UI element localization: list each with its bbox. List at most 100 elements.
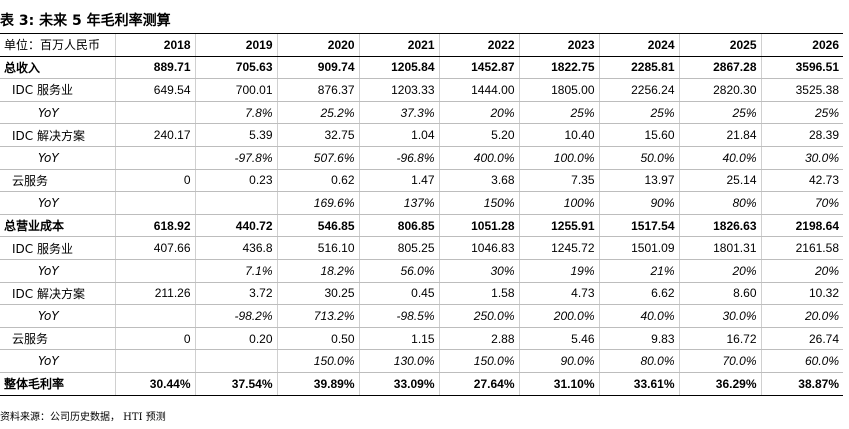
yoy-row: YoY -98.2% 713.2% -98.5% 250.0% 200.0% 40.0% 30… bbox=[0, 304, 843, 328]
gross-margin-table-container: 单位：百万人民币 2018 2019 2020 2021 2022 2023 2… bbox=[0, 33, 849, 396]
table-cell: 70.0% bbox=[678, 349, 761, 373]
table-cell: 5.20 bbox=[438, 123, 519, 147]
table-cell: 0.20 bbox=[194, 327, 277, 351]
table-cell: 150.0% bbox=[438, 349, 519, 373]
table-cell: 876.37 bbox=[276, 78, 359, 102]
table-cell: -96.8% bbox=[358, 146, 439, 170]
table-cell: 0.62 bbox=[276, 169, 359, 193]
table-cell: 3525.38 bbox=[760, 78, 843, 102]
table-cell bbox=[114, 101, 195, 125]
table-cell: 25% bbox=[598, 101, 679, 125]
table-cell: 30% bbox=[438, 259, 519, 283]
row-label: IDC 服务业 bbox=[0, 236, 115, 260]
table-cell: 1826.63 bbox=[678, 214, 761, 238]
table-cell: 805.25 bbox=[358, 236, 439, 260]
table-cell: 1517.54 bbox=[598, 214, 679, 238]
header-row: 单位：百万人民币 2018 2019 2020 2021 2022 2023 2… bbox=[0, 33, 843, 57]
table-cell: 713.2% bbox=[276, 304, 359, 328]
table-cell: 436.8 bbox=[194, 236, 277, 260]
unit-label: 单位：百万人民币 bbox=[0, 33, 115, 57]
table-cell: 2867.28 bbox=[678, 56, 761, 80]
table-cell: 20.0% bbox=[760, 304, 843, 328]
row-label: IDC 解决方案 bbox=[0, 282, 115, 306]
cloud-service-cost-row: 云服务 0 0.20 0.50 1.15 2.88 5.46 9.83 16.72 26.74 bbox=[0, 327, 843, 351]
total-cost-row: 总营业成本 618.92 440.72 546.85 806.85 1051.28 1255… bbox=[0, 214, 843, 238]
table-cell: 7.35 bbox=[518, 169, 599, 193]
table-cell: 39.89% bbox=[276, 372, 359, 396]
gross-margin-table: 单位：百万人民币 2018 2019 2020 2021 2022 2023 2… bbox=[0, 33, 843, 396]
table-cell: 30.0% bbox=[760, 146, 843, 170]
table-cell: 30.0% bbox=[678, 304, 761, 328]
table-cell: 909.74 bbox=[276, 56, 359, 80]
table-cell: 50.0% bbox=[598, 146, 679, 170]
table-cell: 15.60 bbox=[598, 123, 679, 147]
table-cell: 1046.83 bbox=[438, 236, 519, 260]
table-cell: 36.29% bbox=[678, 372, 761, 396]
row-label: 总营业成本 bbox=[0, 214, 115, 238]
row-label: YoY bbox=[0, 101, 115, 125]
table-cell: 1245.72 bbox=[518, 236, 599, 260]
table-cell: 1805.00 bbox=[518, 78, 599, 102]
table-cell: 1.15 bbox=[358, 327, 439, 351]
table-cell: 1255.91 bbox=[518, 214, 599, 238]
table-cell: 20% bbox=[438, 101, 519, 125]
idc-solution-revenue-row: IDC 解决方案 240.17 5.39 32.75 1.04 5.20 10.40 15.6… bbox=[0, 123, 843, 147]
table-cell: 1501.09 bbox=[598, 236, 679, 260]
row-label: 云服务 bbox=[0, 169, 115, 193]
table-cell: 30.44% bbox=[114, 372, 195, 396]
table-cell: 2161.58 bbox=[760, 236, 843, 260]
table-cell bbox=[114, 259, 195, 283]
table-cell: 70% bbox=[760, 191, 843, 215]
table-cell: 3.72 bbox=[194, 282, 277, 306]
table-cell: 40.0% bbox=[598, 304, 679, 328]
table-cell: 28.39 bbox=[760, 123, 843, 147]
table-cell: 1822.75 bbox=[518, 56, 599, 80]
table-cell: 2198.64 bbox=[760, 214, 843, 238]
gross-margin-row: 整体毛利率 30.44% 37.54% 39.89% 33.09% 27.64% 31.10… bbox=[0, 372, 843, 396]
table-cell: 0 bbox=[114, 327, 195, 351]
year-header: 2026 bbox=[760, 33, 843, 57]
table-cell bbox=[114, 304, 195, 328]
row-label: YoY bbox=[0, 259, 115, 283]
row-label: YoY bbox=[0, 191, 115, 215]
table-cell: 250.0% bbox=[438, 304, 519, 328]
table-cell: 150% bbox=[438, 191, 519, 215]
yoy-row: YoY 169.6% 137% 150% 100% 90% 80% 70% bbox=[0, 191, 843, 215]
year-header: 2024 bbox=[598, 33, 679, 57]
table-cell: 889.71 bbox=[114, 56, 195, 80]
table-cell: 20% bbox=[678, 259, 761, 283]
row-label: 云服务 bbox=[0, 327, 115, 351]
table-cell: 3.68 bbox=[438, 169, 519, 193]
table-cell: 516.10 bbox=[276, 236, 359, 260]
table-cell: 200.0% bbox=[518, 304, 599, 328]
total-revenue-row: 总收入 889.71 705.63 909.74 1205.84 1452.87 1822.… bbox=[0, 56, 843, 80]
table-cell: 2820.30 bbox=[678, 78, 761, 102]
table-cell: 1.04 bbox=[358, 123, 439, 147]
idc-service-revenue-row: IDC 服务业 649.54 700.01 876.37 1203.33 1444.00 1… bbox=[0, 78, 843, 102]
table-cell: 211.26 bbox=[114, 282, 195, 306]
table-cell: 7.1% bbox=[194, 259, 277, 283]
cloud-service-revenue-row: 云服务 0 0.23 0.62 1.47 3.68 7.35 13.97 25.14 42.73 bbox=[0, 169, 843, 193]
yoy-row: YoY 7.1% 18.2% 56.0% 30% 19% 21% 20% 20% bbox=[0, 259, 843, 283]
table-cell: 40.0% bbox=[678, 146, 761, 170]
table-cell: 18.2% bbox=[276, 259, 359, 283]
table-cell: 37.54% bbox=[194, 372, 277, 396]
table-cell: 1801.31 bbox=[678, 236, 761, 260]
table-cell: 4.73 bbox=[518, 282, 599, 306]
table-cell: 5.46 bbox=[518, 327, 599, 351]
table-cell: 407.66 bbox=[114, 236, 195, 260]
table-cell: 90.0% bbox=[518, 349, 599, 373]
table-cell: 10.40 bbox=[518, 123, 599, 147]
yoy-row: YoY 150.0% 130.0% 150.0% 90.0% 80.0% 70.0% 60.0… bbox=[0, 349, 843, 373]
table-cell: 80% bbox=[678, 191, 761, 215]
table-cell: 2.88 bbox=[438, 327, 519, 351]
table-cell: 60.0% bbox=[760, 349, 843, 373]
table-cell: 1203.33 bbox=[358, 78, 439, 102]
table-cell: -97.8% bbox=[194, 146, 277, 170]
row-label: YoY bbox=[0, 304, 115, 328]
year-header: 2019 bbox=[194, 33, 277, 57]
table-cell: 21.84 bbox=[678, 123, 761, 147]
table-cell: 7.8% bbox=[194, 101, 277, 125]
row-label: IDC 解决方案 bbox=[0, 123, 115, 147]
table-cell: 10.32 bbox=[760, 282, 843, 306]
